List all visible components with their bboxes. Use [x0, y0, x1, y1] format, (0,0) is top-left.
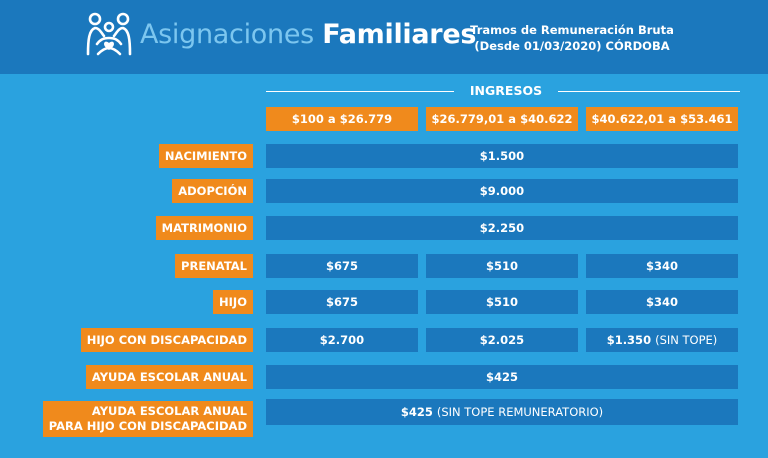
row-value-matrimonio: $2.250 — [266, 216, 738, 240]
hijo-value-3: $340 — [586, 290, 738, 314]
row-value-ayuda-escolar-discapacidad: $425 (SIN TOPE REMUNERATORIO) — [266, 399, 738, 425]
hijo-discapacidad-value-1: $2.700 — [266, 328, 418, 352]
hijo-discapacidad-value-3: $1.350 (SIN TOPE) — [586, 328, 738, 352]
ayuda-escolar-discapacidad-amount: $425 — [400, 405, 433, 419]
title-bold: Familiares — [322, 19, 477, 50]
prenatal-value-1: $675 — [266, 254, 418, 278]
row-label-hijo: HIJO — [213, 290, 253, 314]
subtitle-line-2: (Desde 01/03/2020) CÓRDOBA — [474, 39, 670, 53]
range-header-3: $40.622,01 a $53.461 — [586, 107, 738, 131]
row-value-adopcion: $9.000 — [266, 179, 738, 203]
ingresos-divider-right — [558, 91, 740, 92]
subtitle-line-1: Tramos de Remuneración Bruta — [470, 23, 674, 37]
row-label-prenatal: PRENATAL — [175, 254, 253, 278]
row-label-ayuda-escolar-discapacidad: AYUDA ESCOLAR ANUAL PARA HIJO CON DISCAP… — [42, 401, 253, 437]
row-label-nacimiento: NACIMIENTO — [158, 144, 253, 168]
row-label-ayuda-escolar-discapacidad-line-2: PARA HIJO CON DISCAPACIDAD — [48, 419, 247, 433]
row-value-ayuda-escolar: $425 — [266, 365, 738, 389]
row-label-ayuda-escolar-discapacidad-line-1: AYUDA ESCOLAR ANUAL — [91, 404, 247, 418]
hijo-value-1: $675 — [266, 290, 418, 314]
title-light: Asignaciones — [140, 19, 314, 50]
ayuda-escolar-discapacidad-note: (SIN TOPE REMUNERATORIO) — [436, 405, 604, 419]
subtitle: Tramos de Remuneración Bruta (Desde 01/0… — [452, 22, 692, 54]
hijo-value-2: $510 — [426, 290, 578, 314]
hijo-discapacidad-value-3-amount: $1.350 — [606, 333, 652, 347]
row-label-hijo-discapacidad: HIJO CON DISCAPACIDAD — [80, 328, 253, 352]
range-header-2: $26.779,01 a $40.622 — [426, 107, 578, 131]
row-label-matrimonio: MATRIMONIO — [155, 216, 253, 240]
app-title: Asignaciones Familiares — [140, 17, 476, 53]
row-value-nacimiento: $1.500 — [266, 144, 738, 168]
row-label-adopcion: ADOPCIÓN — [172, 179, 253, 203]
range-header-1: $100 a $26.779 — [266, 107, 418, 131]
family-icon — [86, 12, 132, 56]
hijo-discapacidad-value-2: $2.025 — [426, 328, 578, 352]
header-bar: Asignaciones Familiares Tramos de Remune… — [0, 0, 768, 74]
ingresos-heading: INGRESOS — [469, 83, 543, 98]
prenatal-value-2: $510 — [426, 254, 578, 278]
prenatal-value-3: $340 — [586, 254, 738, 278]
ingresos-divider-left — [266, 91, 454, 92]
row-label-ayuda-escolar: AYUDA ESCOLAR ANUAL — [85, 365, 253, 389]
hijo-discapacidad-note: (SIN TOPE) — [655, 333, 718, 347]
